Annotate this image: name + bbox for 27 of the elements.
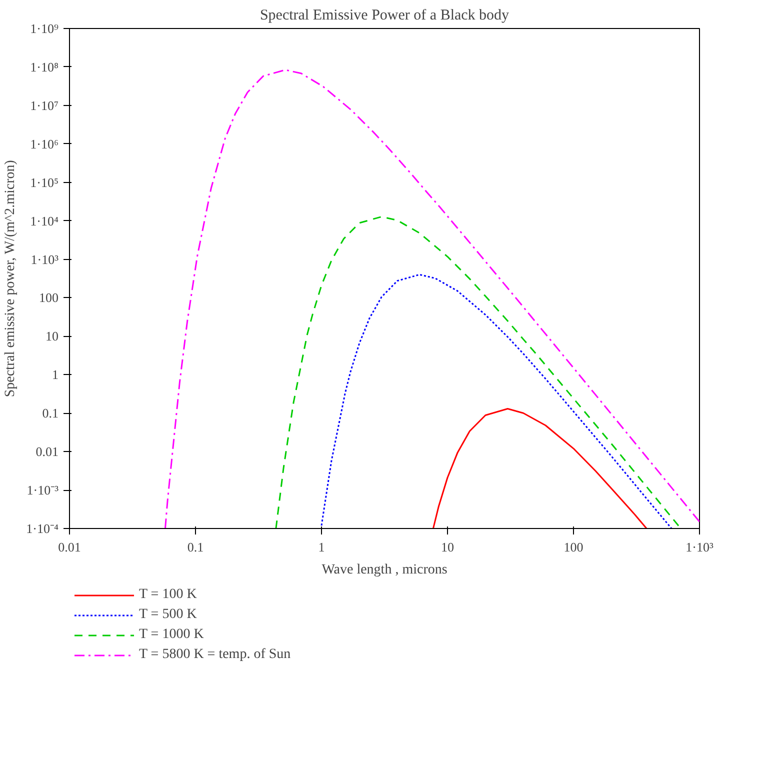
y-tick-label: 0.1 [42, 406, 58, 421]
y-tick-label: 1·10⁶ [30, 136, 59, 152]
x-tick-label: 10 [441, 540, 454, 554]
y-tick-label: 1·10⁷ [30, 98, 59, 113]
y-tick-label: 1 [52, 367, 58, 382]
y-tick-label: 1·10⁹ [30, 21, 59, 36]
y-tick-label: 1·10³ [30, 252, 59, 267]
x-tick-label: 0.1 [187, 540, 204, 554]
x-axis-title: Wave length , microns [322, 562, 448, 578]
y-tick-label: 1·10⁻³ [26, 482, 59, 498]
chart-title: Spectral Emissive Power of a Black body [260, 8, 510, 24]
legend-label: T = 5800 K = temp. of Sun [139, 647, 291, 663]
y-tick-label: 1·10⁻⁴ [26, 521, 59, 536]
x-tick-label: 100 [564, 540, 584, 554]
y-tick-label: 1·10⁴ [30, 213, 59, 228]
y-tick-label: 10 [46, 328, 58, 344]
legend-label: T = 500 K [139, 607, 197, 623]
x-tick-label: 1·10³ [686, 540, 714, 554]
legend-label: T = 1000 K [139, 627, 204, 643]
x-tick-label: 0.01 [58, 540, 81, 554]
y-tick-label: 1·10⁸ [30, 59, 59, 74]
y-axis-title: Spectral emissive power, W/(m^2.micron) [3, 160, 18, 398]
legend-label: T = 100 K [139, 587, 197, 603]
y-tick-label: 0.01 [36, 444, 58, 460]
y-tick-label: 1·10⁵ [30, 174, 59, 190]
x-tick-label: 1 [318, 540, 325, 554]
y-tick-label: 100 [39, 290, 58, 306]
